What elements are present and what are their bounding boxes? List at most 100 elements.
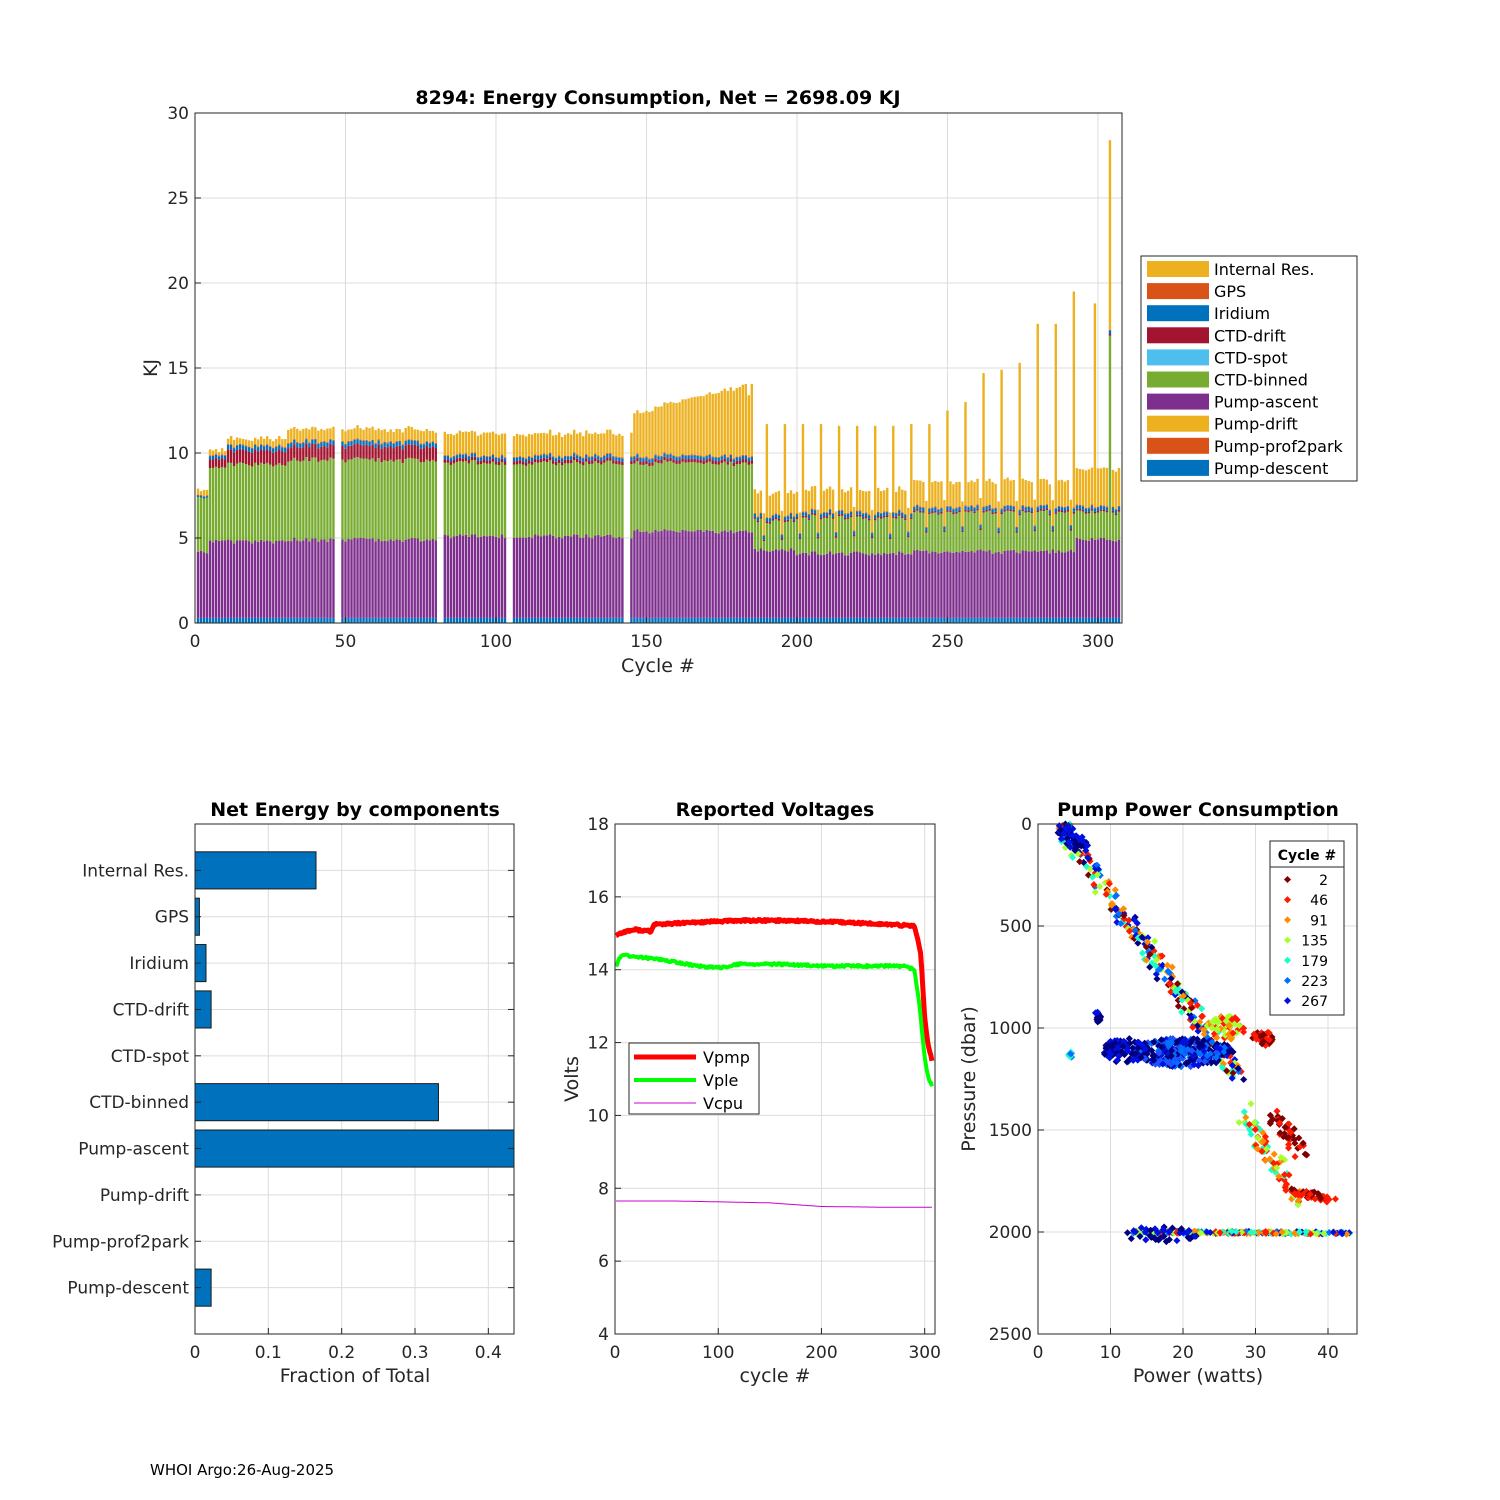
energy-bar-internal_res (1060, 479, 1064, 507)
energy-bar-cycle (798, 512, 802, 623)
energy-bar-pump_descent (1075, 617, 1079, 623)
energy-bar-iridium (639, 457, 642, 462)
pump-point (1131, 1050, 1139, 1058)
energy-bar-ctd_drift (621, 461, 624, 466)
energy-bar-ctd_binned (521, 464, 525, 538)
energy-bar-pump_descent (446, 617, 450, 623)
energy-bar-iridium (485, 456, 489, 461)
energy-bar-pump_ascent (260, 539, 263, 618)
energy-bar-gps (199, 495, 203, 496)
energy-bar-pump_ascent (919, 551, 922, 618)
energy-bar-internal_res (828, 486, 832, 509)
energy-bar-cycle (398, 429, 401, 623)
energy-bar-iridium (320, 442, 323, 447)
energy-bar-iridium (663, 453, 666, 457)
energy-bar-pump_ascent (639, 531, 642, 618)
energy-bar-ctd_drift (576, 458, 579, 463)
energy-bar-ctd_binned (410, 458, 413, 539)
energy-bar-ctd_drift (545, 458, 549, 463)
energy-bar-iridium (843, 514, 847, 518)
energy-bar-internal_res (302, 428, 305, 443)
energy-bar-internal_res (567, 433, 570, 456)
energy-bar-ctd_binned (326, 460, 329, 542)
energy-bar-ctd_binned (1069, 530, 1073, 550)
pump-point (1090, 881, 1098, 889)
energy-bar-ctd_binned (840, 515, 844, 553)
energy-bar-pump_ascent (738, 530, 741, 618)
pump-point (1240, 1028, 1248, 1036)
energy-bar-ctd_drift (756, 520, 760, 523)
energy-bar-iridium (1066, 506, 1070, 510)
energy-bar-cycle (542, 432, 546, 623)
pump-point (1156, 1234, 1164, 1242)
energy-bar-gps (783, 516, 787, 518)
energy-bar-cycle (699, 395, 702, 623)
energy-bar-iridium (883, 512, 886, 516)
energy-bar-ctd_drift (482, 459, 486, 463)
energy-bar-internal_res (588, 433, 591, 457)
energy-bar-ctd_drift (828, 513, 832, 515)
energy-bar-ctd_binned (621, 465, 624, 539)
energy-bar-gps (398, 440, 401, 442)
energy-bar-pump_descent (849, 617, 853, 623)
energy-bar-pump_ascent (699, 529, 702, 618)
energy-bar-ctd_drift (997, 531, 1000, 534)
energy-bar-cycle (651, 410, 654, 623)
energy-bar-gps (849, 511, 853, 512)
energy-bar-pump_descent (675, 617, 678, 623)
energy-bar-cycle (612, 434, 615, 623)
energy-bar-iridium (518, 456, 522, 461)
energy-bar-iridium (666, 454, 669, 459)
energy-bar-internal_res (1039, 479, 1042, 505)
energy-bar-ctd_drift (973, 511, 976, 514)
energy-bar-ctd_drift (536, 459, 540, 463)
energy-bar-pump_descent (278, 617, 281, 623)
energy-bar-gps (314, 438, 317, 440)
energy-bar-gps (560, 457, 564, 459)
energy-bar-cycle (777, 490, 781, 623)
energy-bar-iridium (311, 439, 314, 445)
pump-point (1338, 1229, 1346, 1238)
energy-bar-ctd_drift (548, 456, 552, 461)
energy-bar-pump_ascent (732, 533, 735, 618)
energy-bar-gps (257, 446, 260, 448)
energy-bar-pump_ascent (371, 538, 374, 618)
pump-point (1112, 906, 1120, 914)
energy-legend-label: GPS (1214, 282, 1246, 301)
energy-bar-ctd_binned (1048, 515, 1051, 554)
energy-bar-internal_res (1003, 479, 1006, 506)
energy-bar-ctd_binned (979, 530, 982, 550)
energy-bar-cycle (479, 434, 483, 623)
energy-bar-gps (1066, 505, 1070, 507)
energy-bar-iridium (284, 447, 287, 453)
energy-bar-internal_res (266, 436, 269, 445)
energy-bar-ctd_binned (257, 464, 260, 542)
energy-bar-gps (485, 455, 489, 457)
energy-bar-ctd_drift (452, 459, 456, 464)
energy-bar-cycle (299, 430, 302, 623)
energy-bar-ctd_binned (431, 459, 434, 539)
pump-point (1290, 1229, 1299, 1237)
energy-bar-internal_res (536, 433, 540, 456)
energy-bar-iridium (238, 444, 242, 449)
energy-bar-cycle (1030, 482, 1033, 623)
energy-bar-gps (377, 439, 380, 441)
energy-bar-ctd_binned (744, 462, 747, 531)
components-ytick-label: CTD-drift (113, 1000, 190, 1020)
energy-bar-internal_res (1093, 303, 1097, 508)
energy-bar-pump_ascent (196, 551, 200, 618)
energy-bar-internal_res (452, 435, 456, 456)
energy-bar-ctd_binned (970, 511, 973, 552)
energy-bar-ctd_drift (633, 460, 636, 464)
energy-bar-pump_descent (533, 617, 537, 623)
energy-bar-pump_descent (1087, 617, 1091, 623)
energy-bar-ctd_drift (1036, 510, 1039, 513)
energy-bar-pump_ascent (332, 538, 335, 618)
energy-bar-internal_res (690, 397, 693, 455)
energy-bar-gps (371, 439, 374, 441)
energy-bar-cycle (1087, 469, 1091, 623)
energy-bar-internal_res (494, 433, 498, 457)
energy-bar-internal_res (873, 425, 877, 515)
energy-bar-pump_descent (759, 617, 763, 623)
